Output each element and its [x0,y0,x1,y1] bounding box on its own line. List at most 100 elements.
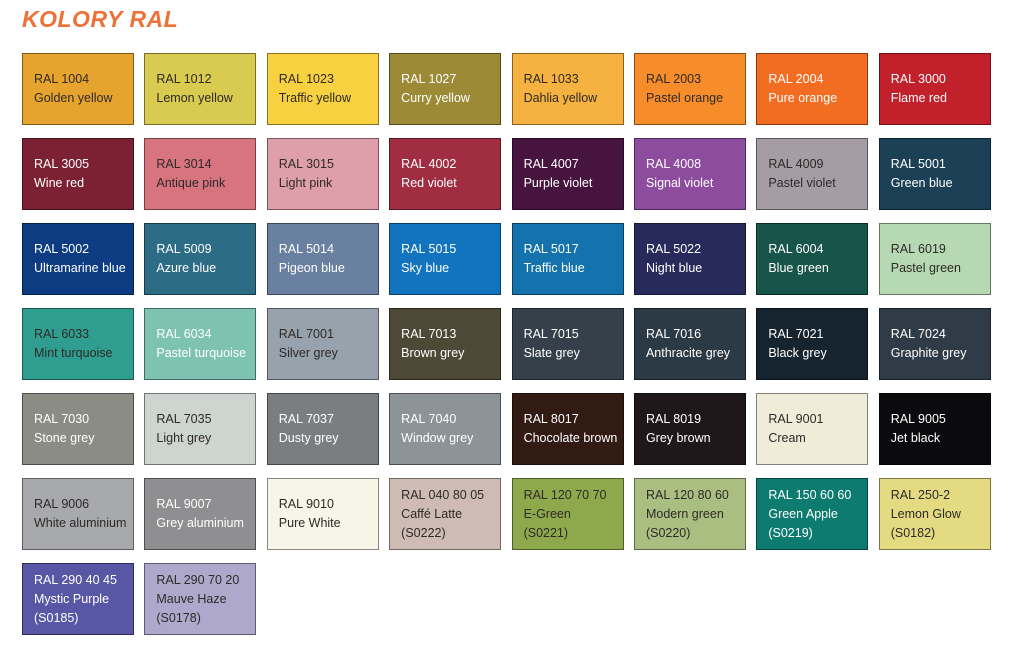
swatch-code: RAL 3000 [890,72,946,86]
swatch-code: RAL 3014 [156,157,212,171]
swatch-code: RAL 9010 [278,497,334,511]
ral-swatch-ral-120-80-60: RAL 120 80 60 Modern green (S0220) [633,478,746,550]
swatch-code: RAL 7001 [278,327,334,341]
swatch-name: Azure blue [156,261,217,275]
swatch-name: Sky blue [401,261,450,275]
ral-swatch-ral-9010: RAL 9010 Pure White [266,478,379,550]
ral-swatch-ral-250-2: RAL 250-2 Lemon Glow (S0182) [878,478,991,550]
swatch-code: RAL 1023 [278,72,334,86]
swatch-code: RAL 5017 [523,242,579,256]
swatch-code: RAL 6019 [890,242,946,256]
swatch-name: Modern green [645,506,724,521]
ral-swatch-ral-040-80-05: RAL 040 80 05 Caffé Latte (S0222) [389,478,502,550]
swatch-name: Jet black [890,431,941,445]
ral-grid: RAL 1004 Golden yellow RAL 1012 Lemon yello… [22,53,991,635]
ral-swatch-ral-7024: RAL 7024 Graphite grey [878,308,991,380]
swatch-code: RAL 4002 [401,157,457,171]
swatch-code: RAL 9001 [768,412,824,426]
swatch-code: RAL 7040 [401,412,457,426]
swatch-code: RAL 5022 [645,242,702,256]
swatch-code: RAL 6033 [34,327,90,341]
ral-swatch-ral-150-60-60: RAL 150 60 60 Green Apple (S0219) [756,478,869,550]
ral-swatch-ral-8017: RAL 8017 Chocolate brown [511,393,624,465]
swatch-name: Pastel orange [645,91,724,105]
ral-swatch-ral-1033: RAL 1033 Dahlia yellow [511,53,624,125]
ral-swatch-ral-1012: RAL 1012 Lemon yellow [144,53,257,125]
swatch-code: RAL 7016 [645,327,702,341]
swatch-name: Pigeon blue [278,261,345,275]
ral-swatch-ral-7035: RAL 7035 Light grey [144,393,257,465]
ral-swatch-ral-290-40-45: RAL 290 40 45 Mystic Purple (S0185) [22,563,134,635]
swatch-code: RAL 7015 [523,327,579,341]
swatch-name: Antique pink [156,176,226,190]
ral-swatch-ral-7016: RAL 7016 Anthracite grey [633,308,746,380]
ral-swatch-ral-5022: RAL 5022 Night blue [633,223,746,295]
swatch-code: RAL 7013 [401,327,457,341]
ral-swatch-ral-5001: RAL 5001 Green blue [878,138,991,210]
swatch-code: RAL 150 60 60 [768,487,852,502]
swatch-name: Light pink [278,176,333,190]
ral-swatch-ral-3015: RAL 3015 Light pink [266,138,379,210]
swatch-name: Dusty grey [278,431,339,445]
swatch-code: RAL 7024 [890,327,946,341]
ral-swatch-ral-5014: RAL 5014 Pigeon blue [266,223,379,295]
swatch-sub: (S0219) [768,525,813,540]
ral-swatch-ral-1027: RAL 1027 Curry yellow [389,53,502,125]
ral-swatch-ral-3000: RAL 3000 Flame red [878,53,991,125]
ral-swatch-ral-4007: RAL 4007 Purple violet [511,138,624,210]
swatch-code: RAL 3015 [278,157,334,171]
ral-swatch-ral-7015: RAL 7015 Slate grey [511,308,624,380]
ral-swatch-ral-7037: RAL 7037 Dusty grey [266,393,379,465]
swatch-name: Lemon yellow [156,91,233,105]
ral-swatch-ral-3005: RAL 3005 Wine red [22,138,134,210]
swatch-name: Traffic blue [523,261,585,275]
swatch-code: RAL 2004 [768,72,824,86]
swatch-name: Night blue [645,261,703,275]
swatch-name: Grey brown [645,431,711,445]
swatch-code: RAL 2003 [645,72,702,86]
ral-swatch-ral-6004: RAL 6004 Blue green [756,223,869,295]
swatch-sub: (S0221) [523,525,569,540]
swatch-name: Cream [768,431,806,445]
swatch-name: White aluminium [34,516,127,530]
swatch-code: RAL 040 80 05 [401,487,485,502]
ral-swatch-ral-290-70-20: RAL 290 70 20 Mauve Haze (S0178) [144,563,257,635]
swatch-name: Purple violet [523,176,593,190]
ral-swatch-ral-2004: RAL 2004 Pure orange [756,53,869,125]
swatch-name: Light grey [156,431,212,445]
ral-swatch-ral-7030: RAL 7030 Stone grey [22,393,134,465]
swatch-code: RAL 7030 [34,412,90,426]
swatch-code: RAL 6034 [156,327,212,341]
swatch-name: Silver grey [278,346,338,360]
ral-swatch-ral-9007: RAL 9007 Grey aluminium [144,478,257,550]
swatch-sub: (S0182) [890,525,936,540]
swatch-code: RAL 9006 [34,497,90,511]
ral-swatch-ral-1004: RAL 1004 Golden yellow [22,53,134,125]
swatch-code: RAL 4008 [645,157,702,171]
ral-swatch-ral-6033: RAL 6033 Mint turquoise [22,308,134,380]
ral-swatch-ral-9005: RAL 9005 Jet black [878,393,991,465]
ral-swatch-ral-5009: RAL 5009 Azure blue [144,223,257,295]
swatch-code: RAL 8017 [523,412,579,426]
ral-swatch-ral-9001: RAL 9001 Cream [756,393,869,465]
swatch-code: RAL 120 70 70 [523,487,607,502]
swatch-code: RAL 7037 [278,412,334,426]
swatch-code: RAL 5014 [278,242,334,256]
ral-swatch-ral-2003: RAL 2003 Pastel orange [633,53,746,125]
swatch-name: Grey aluminium [156,516,244,530]
swatch-name: Pure White [278,516,341,530]
swatch-name: Slate grey [523,346,580,360]
ral-swatch-ral-4008: RAL 4008 Signal violet [633,138,746,210]
swatch-code: RAL 7035 [156,412,212,426]
swatch-name: Mauve Haze [156,591,227,606]
swatch-code: RAL 290 70 20 [156,572,240,587]
swatch-code: RAL 9007 [156,497,212,511]
ral-swatch-ral-6019: RAL 6019 Pastel green [878,223,991,295]
swatch-sub: (S0222) [401,525,446,540]
ral-swatch-ral-6034: RAL 6034 Pastel turquoise [144,308,257,380]
swatch-name: Lemon Glow [890,506,961,521]
swatch-name: Golden yellow [34,91,113,105]
swatch-name: Pastel green [890,261,961,275]
swatch-code: RAL 290 40 45 [34,572,117,587]
swatch-code: RAL 5001 [890,157,946,171]
